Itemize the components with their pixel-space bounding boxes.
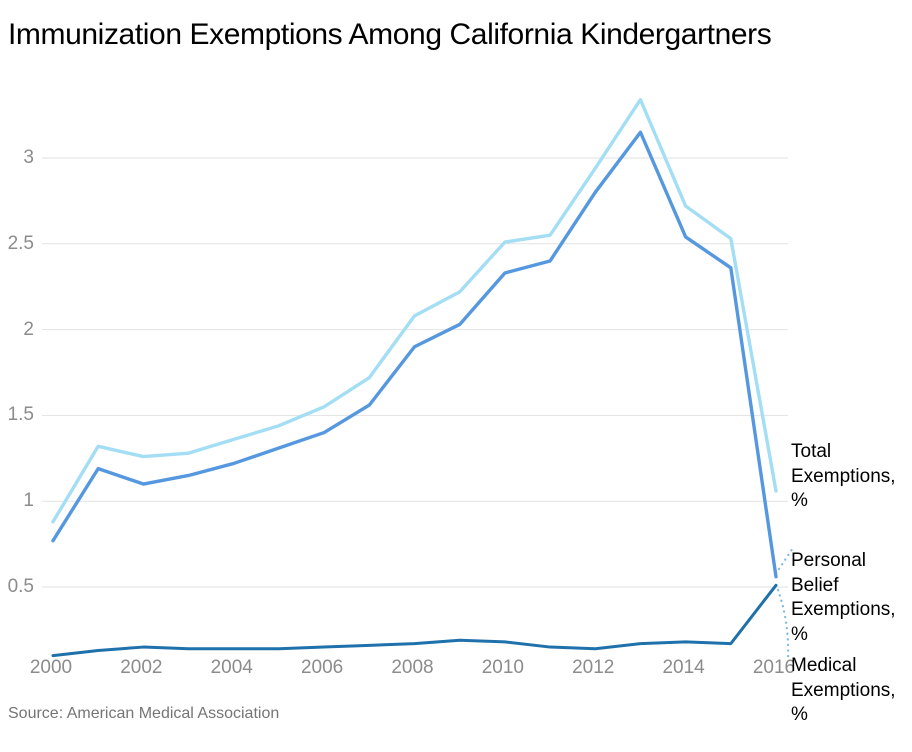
y-tick-label: 1	[23, 490, 34, 512]
x-tick-label: 2008	[391, 657, 434, 678]
x-tick-label: 2000	[29, 657, 73, 678]
x-tick-label: 2014	[662, 657, 705, 678]
series-label-total: Total Exemptions, %	[791, 441, 896, 511]
y-tick-label: 0.5	[7, 576, 34, 597]
chart-title: Immunization Exemptions Among California…	[8, 18, 772, 51]
series-line-total	[51, 97, 778, 524]
y-tick-label: 2	[23, 318, 34, 340]
y-tick-label: 1.5	[7, 404, 34, 426]
x-tick-label: 2016	[752, 657, 796, 678]
x-tick-label: 2010	[481, 657, 525, 678]
leader-dotted-line	[776, 588, 790, 662]
source-note: Source: American Medical Association	[8, 705, 280, 722]
y-tick-label: 2.5	[7, 232, 34, 254]
x-tick-label: 2012	[572, 657, 615, 678]
x-tick-label: 2002	[120, 657, 163, 678]
series-label-personal-belief: Personal Belief Exemptions, %	[791, 550, 896, 645]
series-line-personal-belief	[51, 130, 778, 579]
x-tick-label: 2004	[210, 657, 253, 678]
y-tick-label: 3	[23, 147, 34, 168]
series-line-medical	[51, 583, 778, 658]
x-tick-label: 2006	[300, 657, 344, 678]
series-label-medical: Medical Exemptions, %	[791, 655, 896, 725]
